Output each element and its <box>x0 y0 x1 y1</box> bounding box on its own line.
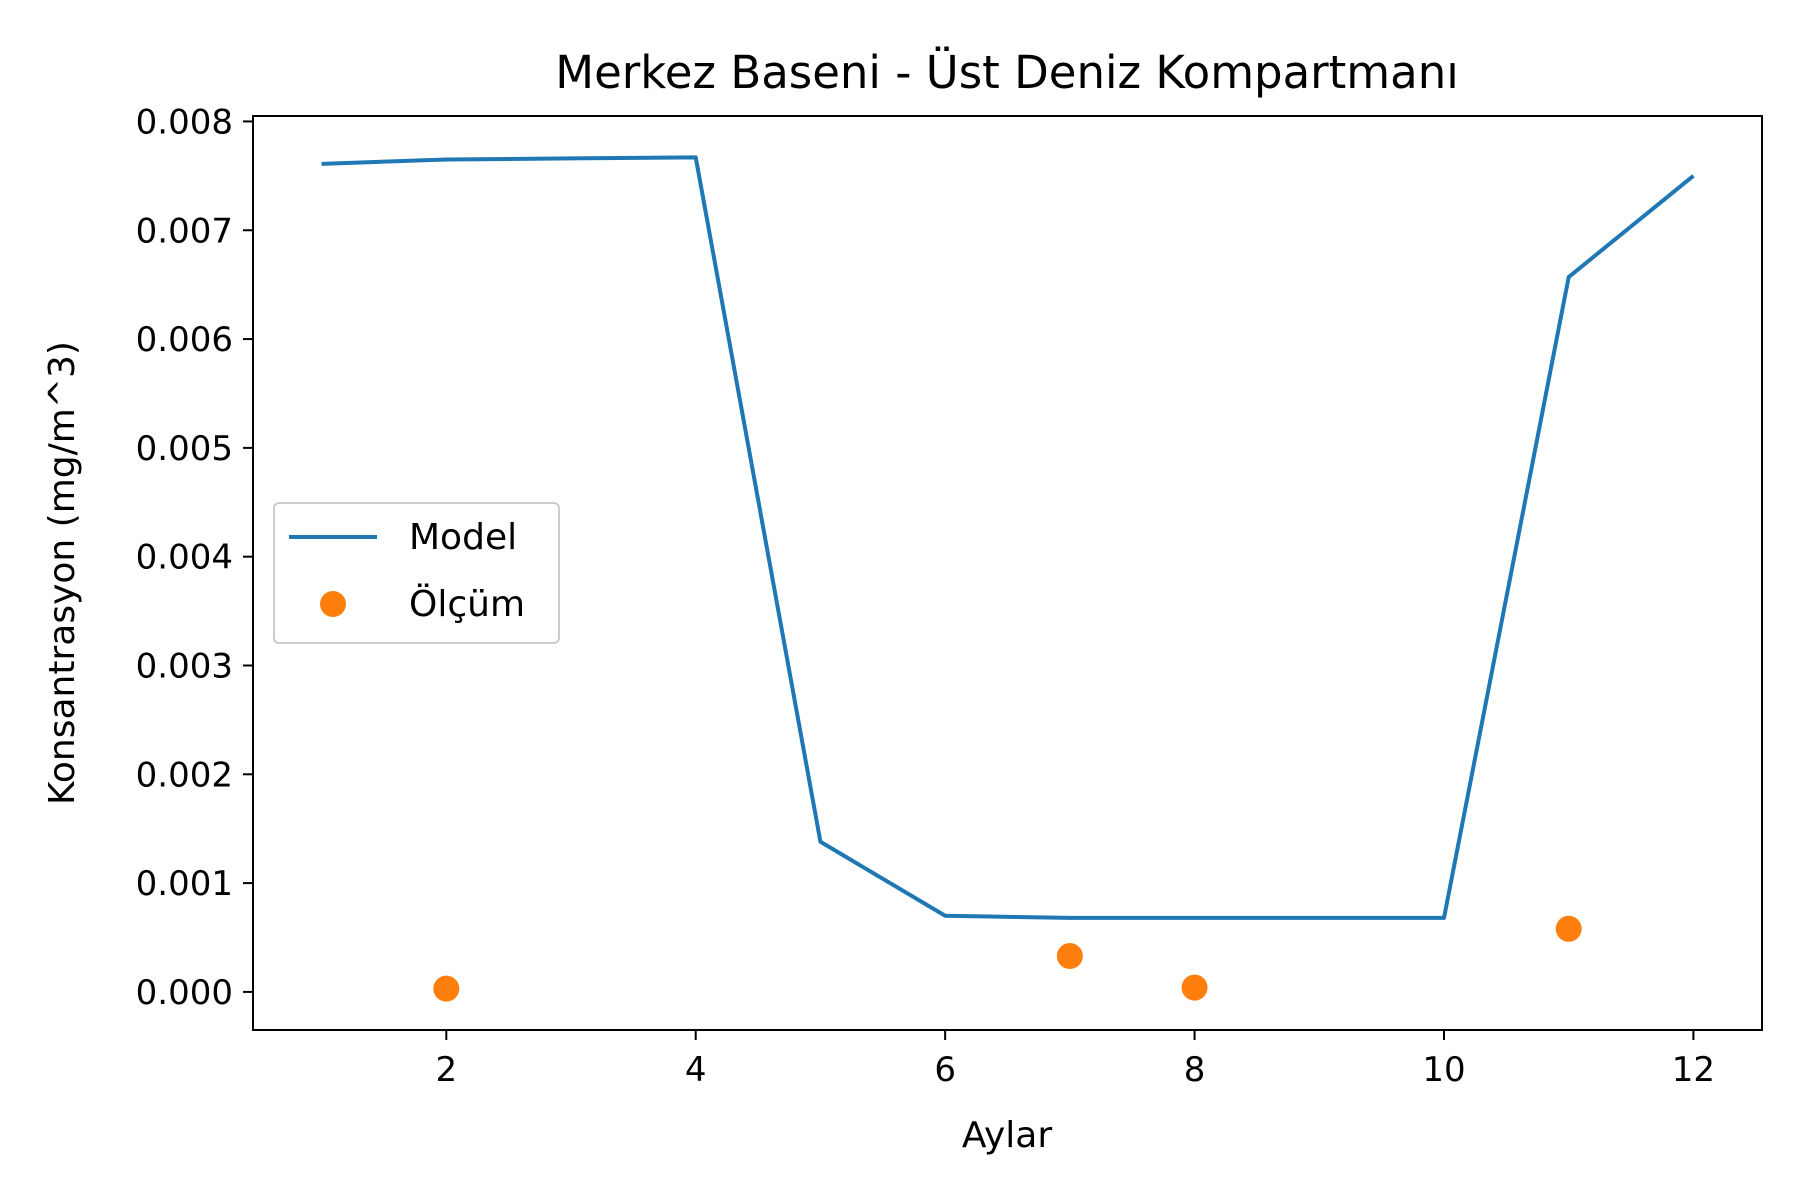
y-tick-label: 0.004 <box>136 538 233 578</box>
olcum-data-point <box>1555 915 1582 942</box>
x-axis: 2 4 6 8 10 12 <box>435 1030 1715 1090</box>
y-axis-label: Konsantrasyon (mg/m^3) <box>42 341 83 805</box>
x-tick-label: 8 <box>1184 1050 1206 1090</box>
legend-model-label: Model <box>409 517 517 558</box>
y-tick-label: 0.001 <box>136 864 233 904</box>
y-tick-label: 0.008 <box>136 102 233 142</box>
y-tick-label: 0.006 <box>136 320 233 360</box>
x-tick-label: 10 <box>1422 1050 1465 1090</box>
legend: Model Ölçüm <box>273 502 560 644</box>
y-tick-label: 0.003 <box>136 646 233 686</box>
y-tick-label: 0.002 <box>136 755 233 795</box>
y-tick-label: 0.005 <box>136 429 233 469</box>
chart-title: Merkez Baseni - Üst Deniz Kompartmanı <box>555 46 1459 99</box>
plot-area <box>321 155 1695 1002</box>
x-tick-label: 6 <box>934 1050 956 1090</box>
y-tick-label: 0.000 <box>136 973 233 1013</box>
x-tick-label: 12 <box>1672 1050 1715 1090</box>
y-tick-label: 0.007 <box>136 211 233 251</box>
olcum-data-point <box>433 975 460 1002</box>
y-axis: 0.000 0.001 0.002 0.003 0.004 0.005 0.006 0.007… <box>136 102 253 1013</box>
olcum-data-point <box>1056 943 1083 970</box>
plot-frame <box>252 115 1763 1031</box>
legend-olcum-swatch <box>320 591 346 617</box>
x-axis-label: Aylar <box>962 1115 1053 1156</box>
model-series-line <box>321 155 1695 920</box>
olcum-data-point <box>1181 974 1208 1001</box>
legend-olcum-label: Ölçüm <box>409 583 525 625</box>
x-tick-label: 2 <box>435 1050 457 1090</box>
x-tick-label: 4 <box>685 1050 707 1090</box>
